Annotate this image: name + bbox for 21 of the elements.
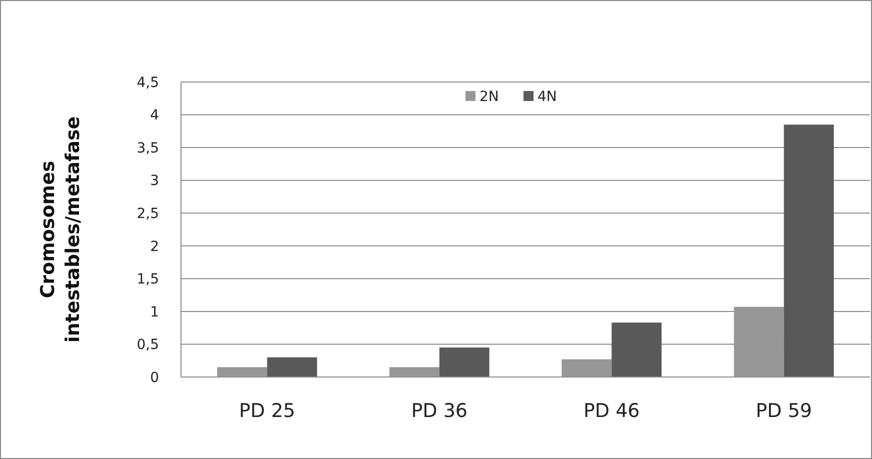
x-tick-label: PD 46	[583, 400, 640, 422]
x-tick-label: PD 36	[411, 400, 468, 422]
x-tick-label: PD 59	[756, 400, 812, 422]
y-tick-label: 3,5	[136, 140, 159, 156]
legend-label: 2N	[480, 88, 499, 105]
y-tick-label: 4,5	[136, 74, 159, 91]
y-tick-label: 1	[150, 304, 159, 320]
bar	[784, 124, 834, 377]
y-tick-label: 0	[150, 370, 159, 386]
y-tick-label: 4	[150, 108, 160, 124]
bar	[612, 322, 662, 377]
bar	[439, 348, 490, 377]
legend-label: 4N	[538, 88, 557, 105]
bar	[267, 357, 318, 377]
y-tick-label: 1,5	[136, 272, 159, 288]
x-tick-label: PD 25	[238, 400, 296, 422]
y-tick-label: 2,5	[136, 206, 159, 222]
y-tick-label: 0,5	[136, 337, 159, 354]
y-axis-title: Cromosomes intestables/metafase	[37, 116, 84, 343]
y-tick-label: 2	[150, 238, 159, 255]
y-tick-label: 3	[150, 173, 159, 190]
